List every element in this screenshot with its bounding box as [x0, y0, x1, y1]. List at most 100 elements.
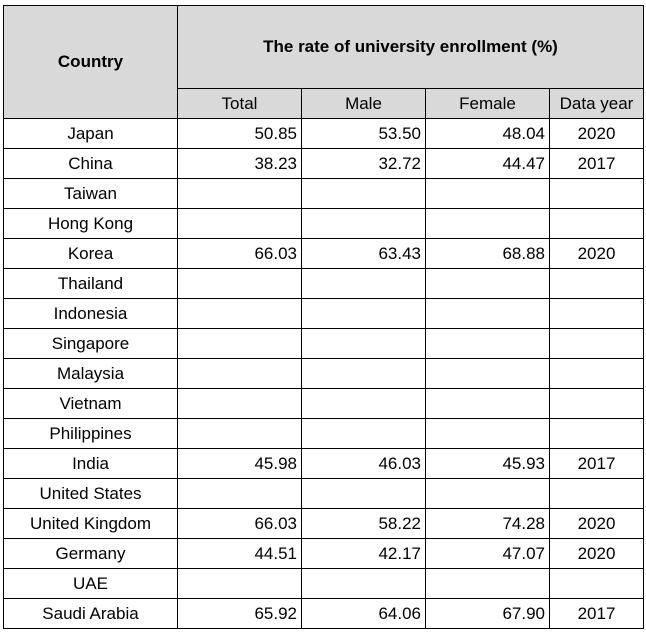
male-cell: 64.06 [301, 598, 426, 629]
female-cell: 47.07 [425, 538, 550, 569]
female-cell: 44.47 [425, 148, 550, 179]
table-row: Thailand [3, 268, 644, 299]
total-cell [177, 568, 302, 599]
female-column-header: Female [425, 88, 550, 119]
country-cell: Philippines [3, 418, 178, 449]
female-cell: 68.88 [425, 238, 550, 269]
table-row: Hong Kong [3, 208, 644, 239]
table-row: United States [3, 478, 644, 509]
female-cell [425, 478, 550, 509]
male-cell [301, 268, 426, 299]
table-row: Vietnam [3, 388, 644, 419]
country-cell: Korea [3, 238, 178, 269]
country-cell: Taiwan [3, 178, 178, 209]
table-row: Malaysia [3, 358, 644, 389]
total-cell [177, 208, 302, 239]
data-year-cell [549, 178, 644, 209]
female-cell [425, 178, 550, 209]
total-cell [177, 268, 302, 299]
male-cell [301, 388, 426, 419]
data-year-cell: 2020 [549, 118, 644, 149]
data-year-cell [549, 568, 644, 599]
table-row: China 38.23 32.72 44.47 2017 [3, 148, 644, 179]
female-cell: 67.90 [425, 598, 550, 629]
country-cell: Indonesia [3, 298, 178, 329]
table-row: Japan 50.85 53.50 48.04 2020 [3, 118, 644, 149]
total-cell [177, 328, 302, 359]
table-row: India 45.98 46.03 45.93 2017 [3, 448, 644, 479]
data-year-cell: 2017 [549, 598, 644, 629]
male-column-header: Male [301, 88, 426, 119]
male-cell [301, 568, 426, 599]
country-cell: UAE [3, 568, 178, 599]
total-cell [177, 418, 302, 449]
data-year-cell: 2020 [549, 538, 644, 569]
female-cell: 45.93 [425, 448, 550, 479]
table-row: Korea 66.03 63.43 68.88 2020 [3, 238, 644, 269]
table-row: Singapore [3, 328, 644, 359]
data-year-cell: 2020 [549, 238, 644, 269]
data-year-cell [549, 478, 644, 509]
country-cell: India [3, 448, 178, 479]
female-cell [425, 358, 550, 389]
country-cell: China [3, 148, 178, 179]
country-cell: Singapore [3, 328, 178, 359]
female-cell [425, 298, 550, 329]
male-cell [301, 358, 426, 389]
country-cell: Germany [3, 538, 178, 569]
total-cell: 44.51 [177, 538, 302, 569]
data-year-cell [549, 268, 644, 299]
total-cell: 50.85 [177, 118, 302, 149]
male-cell [301, 208, 426, 239]
total-cell [177, 388, 302, 419]
female-cell [425, 388, 550, 419]
female-cell [425, 568, 550, 599]
data-year-cell [549, 298, 644, 329]
male-cell: 42.17 [301, 538, 426, 569]
table-subheader-row: Total Male Female Data year [4, 88, 644, 119]
male-cell [301, 178, 426, 209]
country-cell: Saudi Arabia [3, 598, 178, 629]
female-cell [425, 208, 550, 239]
data-year-column-header: Data year [549, 88, 644, 119]
total-cell [177, 298, 302, 329]
country-cell: Malaysia [3, 358, 178, 389]
male-cell: 63.43 [301, 238, 426, 269]
data-year-cell [549, 358, 644, 389]
female-cell: 48.04 [425, 118, 550, 149]
table-row: Indonesia [3, 298, 644, 329]
data-year-cell [549, 208, 644, 239]
data-year-cell [549, 418, 644, 449]
table-row: Saudi Arabia 65.92 64.06 67.90 2017 [3, 598, 644, 629]
data-year-cell [549, 388, 644, 419]
total-cell: 66.03 [177, 508, 302, 539]
country-cell: Vietnam [3, 388, 178, 419]
total-column-header: Total [177, 88, 302, 119]
male-cell [301, 328, 426, 359]
female-cell [425, 418, 550, 449]
data-year-cell: 2020 [549, 508, 644, 539]
table-header-row: Country The rate of university enrollmen… [3, 5, 644, 119]
data-year-cell: 2017 [549, 448, 644, 479]
country-cell: United Kingdom [3, 508, 178, 539]
total-cell [177, 358, 302, 389]
country-cell: Thailand [3, 268, 178, 299]
country-cell: Japan [3, 118, 178, 149]
table-row: Philippines [3, 418, 644, 449]
total-cell: 45.98 [177, 448, 302, 479]
male-cell [301, 298, 426, 329]
female-cell: 74.28 [425, 508, 550, 539]
female-cell [425, 268, 550, 299]
male-cell [301, 478, 426, 509]
table-body: Japan 50.85 53.50 48.04 2020 China 38.23 32.72 4… [3, 118, 644, 629]
country-cell: United States [3, 478, 178, 509]
total-cell: 65.92 [177, 598, 302, 629]
male-cell: 32.72 [301, 148, 426, 179]
enrollment-rate-header: The rate of university enrollment (%) [177, 5, 644, 89]
male-cell: 53.50 [301, 118, 426, 149]
total-cell: 38.23 [177, 148, 302, 179]
female-cell [425, 328, 550, 359]
total-cell [177, 178, 302, 209]
male-cell: 46.03 [301, 448, 426, 479]
table-row: Germany 44.51 42.17 47.07 2020 [3, 538, 644, 569]
